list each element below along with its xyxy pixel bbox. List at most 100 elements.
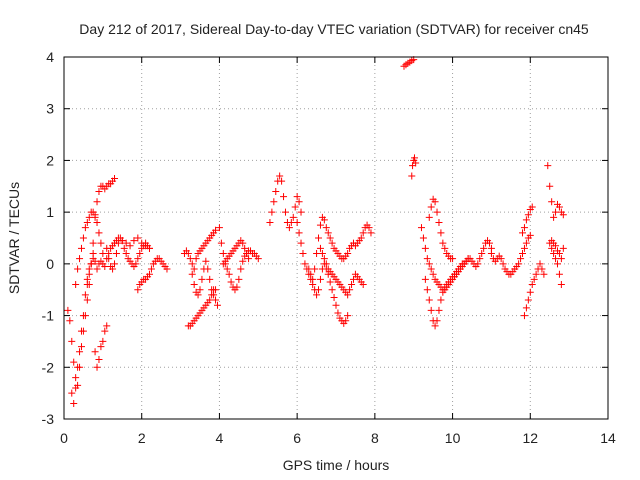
data-point — [311, 265, 319, 273]
data-point — [215, 224, 223, 232]
series-arc-05 — [91, 322, 111, 371]
series-arc-15 — [305, 213, 375, 283]
data-point — [134, 255, 142, 263]
data-point — [439, 239, 447, 247]
grid-lines — [64, 57, 608, 419]
data-point — [316, 244, 324, 252]
data-point — [433, 317, 441, 325]
data-point — [520, 224, 528, 232]
data-point — [95, 356, 103, 364]
series-arc-26 — [546, 239, 567, 289]
data-point — [111, 260, 119, 268]
data-point — [427, 203, 435, 211]
data-point — [130, 237, 138, 245]
y-tick-label: -2 — [42, 359, 55, 375]
data-point — [239, 257, 247, 265]
data-point — [77, 327, 85, 335]
series-arc-07 — [134, 255, 171, 294]
data-point — [410, 154, 418, 162]
data-point — [295, 229, 303, 237]
data-point — [145, 244, 153, 252]
data-point — [532, 270, 540, 278]
data-point — [359, 229, 367, 237]
data-point — [184, 250, 192, 258]
data-point — [122, 250, 130, 258]
data-point — [307, 270, 315, 278]
data-point — [77, 343, 85, 351]
data-point — [85, 270, 93, 278]
data-point — [76, 348, 84, 356]
series-arc-20 — [421, 255, 472, 330]
data-point — [87, 260, 95, 268]
data-point — [223, 265, 231, 273]
data-point — [212, 296, 220, 304]
data-point — [147, 265, 155, 273]
x-tick-label: 6 — [293, 430, 301, 446]
y-tick-label: 2 — [46, 152, 54, 168]
data-point — [97, 343, 105, 351]
data-point — [83, 281, 91, 289]
data-point — [559, 211, 567, 219]
data-point — [64, 306, 72, 314]
data-point — [204, 265, 212, 273]
data-point — [192, 255, 200, 263]
series-arc-25 — [544, 162, 567, 221]
data-point — [435, 306, 443, 314]
data-point — [136, 250, 144, 258]
data-point — [72, 281, 80, 289]
data-point — [272, 187, 280, 195]
data-point — [227, 278, 235, 286]
series-arc-22 — [487, 231, 534, 278]
data-point — [528, 203, 536, 211]
data-point — [326, 278, 334, 286]
data-point — [423, 255, 431, 263]
series-arc-23 — [519, 203, 536, 237]
data-point — [408, 172, 416, 180]
data-point — [315, 286, 323, 294]
data-point — [76, 255, 84, 263]
data-point — [515, 260, 523, 268]
data-point — [93, 218, 101, 226]
data-point — [419, 234, 427, 242]
data-point — [198, 275, 206, 283]
data-point — [93, 363, 101, 371]
series-arc-24 — [520, 260, 548, 320]
data-point — [208, 286, 216, 294]
data-point — [344, 312, 352, 320]
series-arc-17 — [400, 56, 418, 70]
data-point — [519, 229, 527, 237]
series-arc-08 — [180, 226, 220, 273]
data-point — [83, 218, 91, 226]
data-point — [79, 312, 87, 320]
data-point — [559, 244, 567, 252]
series-arc-14 — [293, 218, 352, 327]
data-point — [206, 275, 214, 283]
data-point — [524, 296, 532, 304]
data-point — [111, 175, 119, 183]
data-point — [188, 260, 196, 268]
series-arc-19 — [417, 224, 495, 294]
data-point — [367, 229, 375, 237]
data-point — [77, 244, 85, 252]
series-arc-11 — [215, 224, 262, 294]
data-point — [359, 281, 367, 289]
data-point — [280, 193, 288, 201]
data-point — [433, 208, 441, 216]
series-arc-16 — [316, 244, 367, 299]
y-tick-label: 4 — [46, 49, 54, 65]
data-point — [425, 296, 433, 304]
data-point — [552, 242, 560, 250]
data-point — [330, 293, 338, 301]
data-point — [324, 229, 332, 237]
x-axis-label: GPS time / hours — [283, 457, 390, 473]
data-point — [449, 255, 457, 263]
series-arc-18 — [408, 154, 420, 180]
data-point — [301, 260, 309, 268]
series-arc-06 — [103, 234, 153, 273]
data-point — [431, 322, 439, 330]
data-point — [219, 250, 227, 258]
x-tick-label: 12 — [522, 430, 538, 446]
data-point — [266, 218, 274, 226]
data-point — [544, 162, 552, 170]
